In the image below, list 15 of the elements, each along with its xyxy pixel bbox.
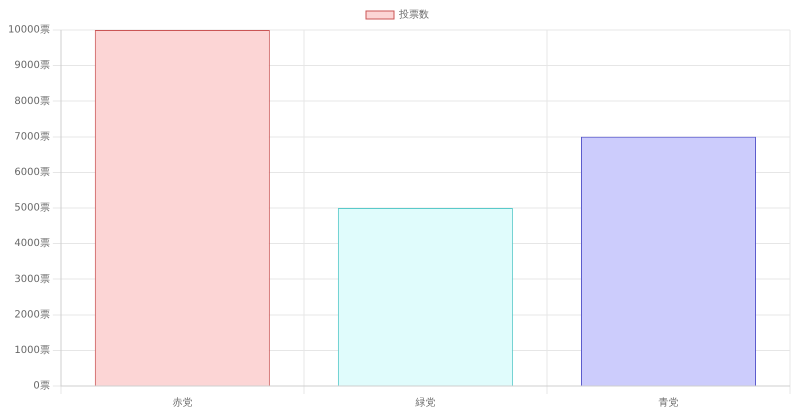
legend-label: 投票数 [398, 8, 429, 21]
y-tick-label: 8000票 [14, 96, 50, 107]
y-tick-label: 6000票 [14, 166, 50, 178]
y-tick-label: 4000票 [14, 238, 50, 250]
y-tick-label: 3000票 [14, 274, 50, 285]
y-tick-label: 2000票 [14, 309, 50, 320]
y-tick-label: 5000票 [14, 202, 50, 214]
y-tick-label: 9000票 [14, 60, 50, 72]
x-tick-label: 青党 [658, 396, 678, 409]
x-tick-label: 赤党 [172, 396, 192, 409]
x-tick-label: 緑党 [414, 396, 436, 409]
y-tick-label: 0票 [33, 380, 50, 392]
y-tick-label: 10000票 [8, 24, 50, 36]
y-tick-label: 7000票 [14, 131, 50, 142]
y-tick-label: 1000票 [14, 344, 50, 356]
